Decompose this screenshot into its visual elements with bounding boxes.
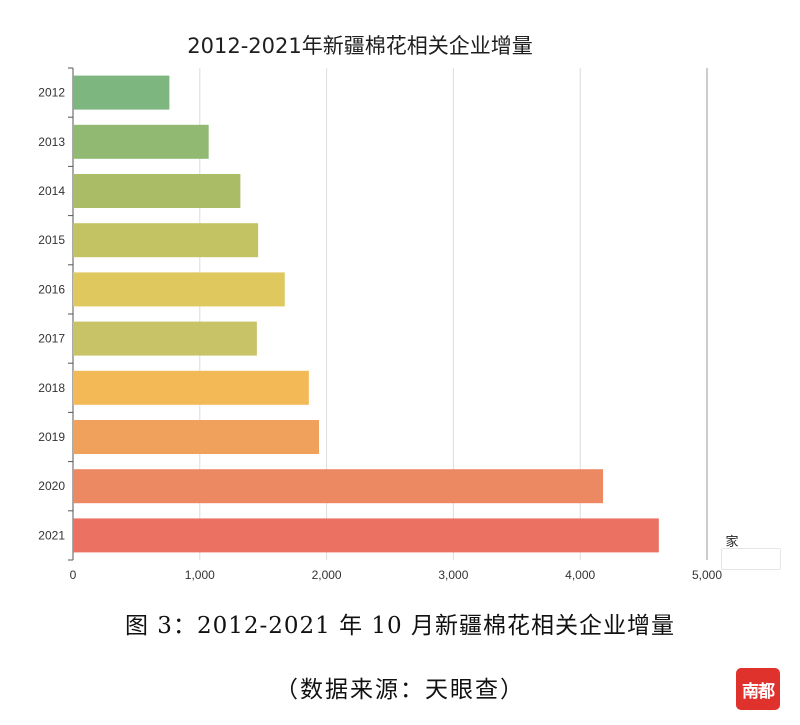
- x-tick-label: 1,000: [185, 568, 215, 582]
- x-tick-label: 3,000: [438, 568, 468, 582]
- y-tick-label: 2015: [38, 233, 65, 247]
- y-tick-labels: 2012 2013 2014 2015 2016 2017 2018 2019 2020 2021: [38, 86, 65, 543]
- y-tick-label: 2012: [38, 86, 65, 100]
- y-tick-label: 2017: [38, 332, 65, 346]
- y-tick-label: 2020: [38, 479, 65, 493]
- y-axis: [68, 67, 74, 561]
- legend-box: [721, 548, 781, 570]
- y-tick-label: 2014: [38, 184, 65, 198]
- unit-label: 家: [725, 534, 738, 550]
- bar-2017: [73, 321, 257, 356]
- figure-caption: 图 3：2012-2021 年 10 月新疆棉花相关企业增量: [125, 613, 675, 639]
- bar-2013: [73, 124, 209, 159]
- data-source-caption: （数据来源：天眼查）: [275, 677, 525, 703]
- bar-2020: [73, 469, 604, 504]
- y-tick-label: 2021: [38, 528, 65, 542]
- y-tick-label: 2018: [38, 381, 65, 395]
- bar-2014: [73, 174, 241, 208]
- y-tick-label: 2016: [38, 282, 65, 296]
- y-tick-label: 2019: [38, 430, 65, 444]
- chart-title: 2012-2021年新疆棉花相关企业增量: [187, 34, 532, 58]
- bars: [73, 75, 659, 553]
- nandu-logo: 南都: [736, 668, 780, 710]
- bar-2021: [73, 518, 659, 553]
- x-tick-label: 2,000: [312, 568, 342, 582]
- bar-2019: [73, 420, 319, 454]
- bar-2016: [73, 272, 285, 307]
- bar-2012: [73, 75, 170, 110]
- y-tick-label: 2013: [38, 135, 65, 149]
- bar-chart: 2012-2021年新疆棉花相关企业增量 2012201320142015201…: [38, 34, 738, 582]
- bar-2018: [73, 370, 309, 405]
- x-tick-label: 4,000: [565, 568, 595, 582]
- x-tick-labels: 0 1,000 2,000 3,000 4,000 5,000: [70, 568, 723, 582]
- bar-2015: [73, 223, 259, 258]
- x-tick-label: 0: [70, 568, 77, 582]
- x-tick-label: 5,000: [692, 568, 722, 582]
